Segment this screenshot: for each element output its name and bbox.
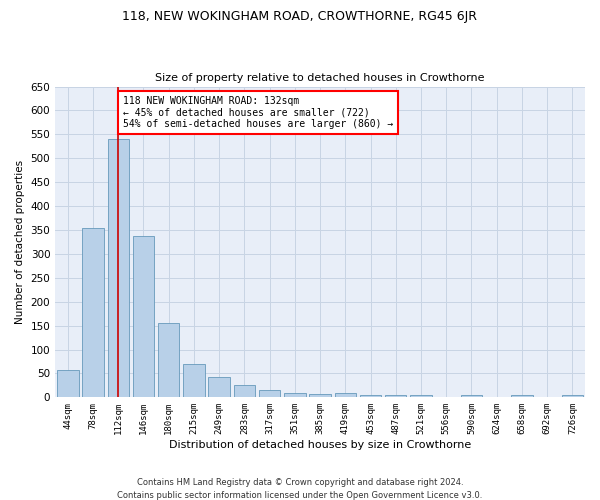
Bar bbox=[158, 323, 179, 398]
Bar bbox=[511, 395, 533, 398]
Bar bbox=[233, 386, 255, 398]
Bar bbox=[335, 392, 356, 398]
Text: 118 NEW WOKINGHAM ROAD: 132sqm
← 45% of detached houses are smaller (722)
54% of: 118 NEW WOKINGHAM ROAD: 132sqm ← 45% of … bbox=[123, 96, 394, 130]
Bar bbox=[133, 236, 154, 398]
Bar bbox=[410, 395, 432, 398]
Title: Size of property relative to detached houses in Crowthorne: Size of property relative to detached ho… bbox=[155, 73, 485, 83]
Bar bbox=[385, 395, 406, 398]
Bar bbox=[284, 392, 305, 398]
Bar bbox=[82, 228, 104, 398]
Bar bbox=[259, 390, 280, 398]
Bar bbox=[562, 395, 583, 398]
Bar bbox=[183, 364, 205, 398]
Y-axis label: Number of detached properties: Number of detached properties bbox=[15, 160, 25, 324]
Text: 118, NEW WOKINGHAM ROAD, CROWTHORNE, RG45 6JR: 118, NEW WOKINGHAM ROAD, CROWTHORNE, RG4… bbox=[122, 10, 478, 23]
Bar bbox=[57, 370, 79, 398]
Text: Contains HM Land Registry data © Crown copyright and database right 2024.
Contai: Contains HM Land Registry data © Crown c… bbox=[118, 478, 482, 500]
X-axis label: Distribution of detached houses by size in Crowthorne: Distribution of detached houses by size … bbox=[169, 440, 471, 450]
Bar bbox=[360, 395, 381, 398]
Bar bbox=[461, 395, 482, 398]
Bar bbox=[208, 378, 230, 398]
Bar bbox=[107, 139, 129, 398]
Bar bbox=[310, 394, 331, 398]
